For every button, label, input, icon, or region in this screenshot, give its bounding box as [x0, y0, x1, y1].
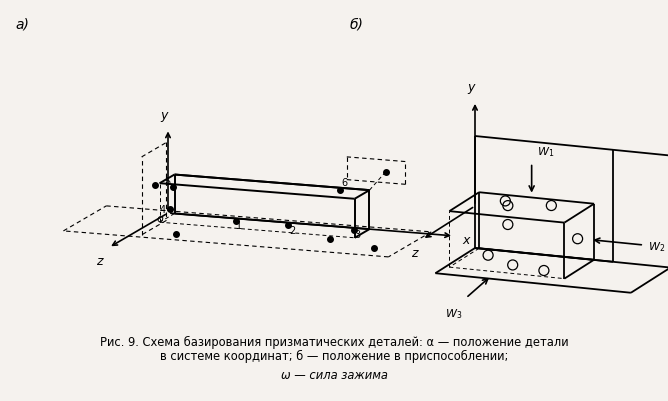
Bar [0, 326, 668, 401]
Text: x: x [462, 234, 470, 247]
Text: 3: 3 [355, 229, 361, 239]
Text: 6: 6 [341, 178, 347, 188]
Text: 2: 2 [289, 225, 295, 235]
Text: 1: 1 [236, 220, 242, 230]
Text: $W_1$: $W_1$ [536, 144, 554, 158]
Text: в системе координат; б — положение в приспособлении;: в системе координат; б — положение в при… [160, 348, 508, 362]
Text: 5: 5 [164, 177, 170, 187]
Text: y: y [160, 108, 168, 121]
Text: $W_2$: $W_2$ [648, 239, 665, 253]
Text: $W_3$: $W_3$ [444, 306, 462, 320]
Text: а): а) [15, 17, 29, 31]
Text: y: y [468, 81, 475, 94]
Text: Рис. 9. Схема базирования призматических деталей: α — положение детали: Рис. 9. Схема базирования призматических… [100, 334, 568, 348]
Text: o: o [156, 213, 164, 223]
Text: z: z [96, 254, 103, 267]
Text: ω — сила зажима: ω — сила зажима [281, 369, 387, 381]
Text: 4: 4 [160, 204, 166, 214]
Text: z: z [411, 246, 418, 259]
Text: б): б) [350, 17, 364, 31]
